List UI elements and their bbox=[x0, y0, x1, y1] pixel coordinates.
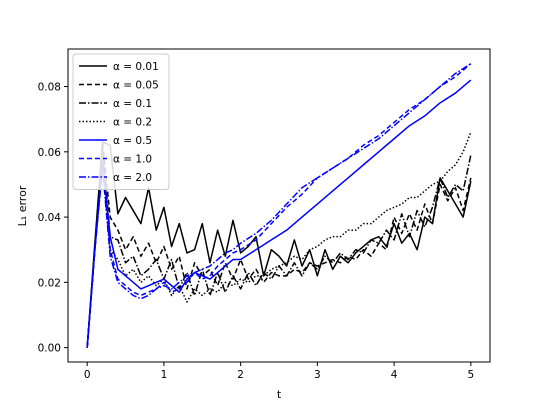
legend: α = 0.01 α = 0.05 α = 0.1 α = 0.2 α = 0.5 α =… bbox=[72, 53, 170, 190]
x-tick-label: 4 bbox=[391, 369, 398, 381]
y-tick-label: 0.00 bbox=[38, 343, 61, 355]
x-tick-label: 3 bbox=[314, 369, 321, 381]
series-line-1 bbox=[86, 141, 472, 348]
legend-entry-label: α = 2.0 bbox=[113, 172, 152, 184]
y-tick-label: 0.02 bbox=[38, 277, 61, 289]
legend-entry-label: α = 0.5 bbox=[113, 135, 152, 147]
y-tick-label: 0.08 bbox=[38, 82, 61, 94]
legend-box bbox=[72, 53, 170, 190]
series-line-6 bbox=[86, 63, 472, 348]
series-line-4 bbox=[86, 131, 472, 348]
legend-entry-label: α = 0.1 bbox=[113, 98, 152, 110]
legend-entry-label: α = 1.0 bbox=[113, 154, 152, 166]
legend-entry-label: α = 0.01 bbox=[113, 61, 159, 73]
x-tick-label: 1 bbox=[161, 369, 168, 381]
x-tick-label: 5 bbox=[467, 369, 474, 381]
legend-entry-label: α = 0.2 bbox=[113, 117, 152, 129]
x-axis: 0 1 2 3 4 5 bbox=[84, 362, 474, 381]
y-tick-label: 0.06 bbox=[38, 147, 62, 159]
x-axis-label: t bbox=[277, 388, 282, 401]
y-tick-label: 0.04 bbox=[38, 212, 62, 224]
legend-entry-label: α = 0.05 bbox=[113, 80, 159, 92]
x-tick-label: 2 bbox=[237, 369, 244, 381]
plot-lines bbox=[86, 63, 472, 348]
series-line-2 bbox=[86, 141, 472, 348]
plot-frame bbox=[67, 48, 491, 363]
y-axis: 0.00 0.02 0.04 0.06 0.08 bbox=[38, 82, 68, 355]
x-tick-label: 0 bbox=[84, 369, 91, 381]
series-line-7 bbox=[86, 63, 472, 348]
y-axis-label: L₁ error bbox=[16, 185, 29, 226]
series-line-5 bbox=[86, 79, 472, 348]
